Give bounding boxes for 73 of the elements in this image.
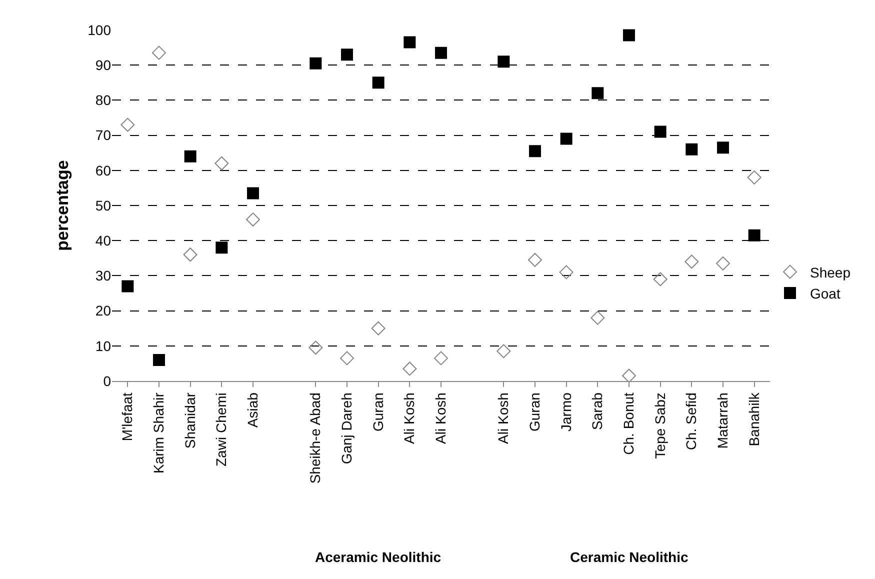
point	[246, 212, 260, 227]
point	[341, 48, 353, 61]
x-tick-label: Ali Kosh	[495, 392, 512, 444]
point	[216, 242, 228, 254]
x-tick-label: Tepe Sabz	[652, 392, 668, 459]
point	[247, 187, 259, 200]
x-tick-label: Sheikh-e Abad	[307, 392, 324, 484]
x-tick-label: Guran	[526, 392, 543, 432]
point	[748, 229, 760, 242]
x-tick-label: Ganj Dareh	[338, 392, 355, 464]
text: Aceramic Neolithic	[315, 549, 442, 565]
y-axis-title: percentage	[53, 160, 72, 251]
point	[340, 351, 354, 366]
x-tick-label: Guran	[370, 392, 386, 432]
point	[560, 132, 572, 145]
point	[623, 29, 635, 42]
x-tick-label: Matarrah	[714, 392, 731, 449]
x-tick-label: Zawi Chemi	[213, 392, 230, 467]
y-tick-label: 100	[88, 22, 112, 38]
point	[716, 256, 730, 270]
point	[747, 170, 762, 184]
y-tick-label: 80	[95, 92, 112, 108]
point	[717, 142, 729, 154]
x-tick-label: Asiab	[244, 392, 261, 428]
point	[498, 56, 510, 68]
point	[153, 354, 165, 366]
y-tick-label: 60	[95, 162, 112, 178]
y-tick-label: 30	[95, 268, 112, 284]
y-tick-label: 90	[95, 57, 112, 73]
point	[590, 310, 605, 325]
y-tick-label: 70	[95, 127, 112, 144]
x-tick-label: Ch. Sefid	[683, 392, 700, 450]
point	[184, 150, 196, 162]
point	[152, 46, 166, 60]
x-tick-label: Sarab	[589, 392, 606, 430]
y-tick-label: 10	[95, 338, 112, 354]
point	[686, 143, 698, 156]
legend-label: Goat	[810, 285, 840, 302]
text: Ceramic Neolithic	[570, 549, 688, 565]
x-tick-label: Ch. Bonut	[620, 392, 637, 455]
point	[434, 351, 448, 366]
x-tick-label: M'lefaat	[119, 392, 136, 442]
point	[308, 340, 323, 355]
x-tick-label: Banahilk	[746, 392, 762, 446]
point	[435, 46, 447, 59]
point	[183, 248, 198, 262]
point	[653, 272, 668, 286]
x-tick-label: Karim Shahir	[150, 392, 167, 474]
y-tick-label: 50	[95, 197, 112, 214]
point	[529, 145, 541, 158]
point	[310, 57, 322, 70]
x-tick-label: Jarmo	[558, 392, 574, 432]
point	[214, 156, 229, 170]
point	[592, 87, 604, 100]
x-tick-label: Shanidar	[182, 392, 198, 449]
point	[402, 362, 417, 376]
y-tick-label: 40	[95, 232, 112, 248]
legend-label: Sheep	[810, 264, 851, 280]
point	[371, 321, 386, 336]
point	[496, 344, 511, 358]
point	[622, 368, 636, 383]
point	[654, 126, 666, 138]
point	[528, 252, 542, 267]
y-tick-label: 0	[103, 372, 112, 389]
x-tick-label: Ali Kosh	[401, 392, 418, 444]
point	[372, 76, 384, 89]
y-tick-label: 20	[95, 302, 112, 319]
x-tick-label: Ali Kosh	[432, 392, 449, 444]
point	[122, 280, 134, 292]
point	[404, 36, 416, 48]
point	[559, 265, 574, 280]
point	[120, 118, 135, 132]
point	[684, 254, 699, 269]
